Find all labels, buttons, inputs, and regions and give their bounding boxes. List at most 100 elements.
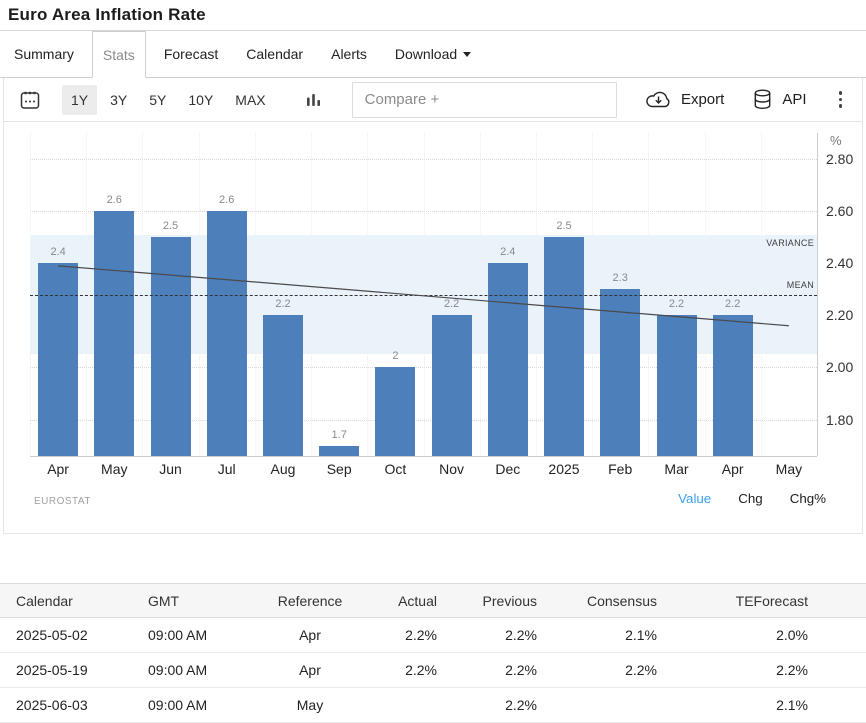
y-axis-label: 2.80 [826,151,853,167]
series-toggle-chgpct[interactable]: Chg% [790,491,826,506]
cell-teforecast: 2.0% [665,618,866,653]
cell-previous: 2.2% [445,618,545,653]
bar-jun[interactable] [151,237,191,456]
bar-oct[interactable] [375,367,415,456]
cell-actual: 2.2% [360,618,445,653]
bar-sep[interactable] [319,446,359,456]
page-title: Euro Area Inflation Rate [8,5,206,25]
compare-input[interactable] [352,82,617,118]
variance-label: VARIANCE [766,238,814,248]
x-axis-label: Jun [142,461,198,477]
column-header-calendar: Calendar [0,584,140,618]
bar-jul[interactable] [207,211,247,456]
cell-actual: 2.2% [360,653,445,688]
table-row[interactable]: 2025-05-0209:00 AMApr2.2%2.2%2.1%2.0% [0,618,866,653]
y-axis-label: 2.60 [826,203,853,219]
series-toggle-chg[interactable]: Chg [738,491,762,506]
cell-gmt: 09:00 AM [140,653,260,688]
table-row[interactable]: 2025-05-1909:00 AMApr2.2%2.2%2.2%2.2% [0,653,866,688]
toolbar-right-tools: Export API [617,87,848,112]
chart-area: % EUROSTAT ValueChgChg% 2.802.602.402.20… [4,122,862,533]
kebab-dot [839,98,843,102]
calendar-icon [18,88,42,112]
y-axis-label: 2.00 [826,359,853,375]
more-options-button[interactable] [833,87,849,112]
range-button-3y[interactable]: 3Y [101,85,136,115]
table-header-row: CalendarGMTReferenceActualPreviousConsen… [0,584,866,618]
gridline-h [30,367,817,368]
export-button[interactable]: Export [645,90,724,109]
cell-calendar: 2025-05-02 [0,618,140,653]
x-axis-label: Jul [199,461,255,477]
tab-bar: SummaryStatsForecastCalendarAlertsDownlo… [0,31,866,78]
range-group: 1Y3Y5Y10YMAX [62,85,279,115]
chart-source-link[interactable]: EUROSTAT [34,496,91,507]
range-button-1y[interactable]: 1Y [62,85,97,115]
x-axis-label: May [761,461,817,477]
bar-aug[interactable] [263,315,303,456]
bar-apr[interactable] [713,315,753,456]
range-button-5y[interactable]: 5Y [140,85,175,115]
cell-reference: Apr [260,653,360,688]
cell-reference: May [260,688,360,723]
bar-value-label: 2.3 [592,272,648,284]
page-title-bar: Euro Area Inflation Rate [0,0,866,31]
bar-feb[interactable] [600,289,640,456]
chart-toolbar: 1Y3Y5Y10YMAX Export [4,78,862,122]
x-axis-label: Sep [311,461,367,477]
tab-forecast[interactable]: Forecast [154,31,228,77]
bar-value-label: 2.4 [30,246,86,258]
x-axis-label: Apr [705,461,761,477]
y-axis-line [817,133,818,456]
x-axis-label: Feb [592,461,648,477]
bar-nov[interactable] [432,315,472,456]
column-header-consensus: Consensus [545,584,665,618]
tab-download[interactable]: Download [385,31,481,77]
bar-value-label: 2.2 [648,298,704,310]
cell-gmt: 09:00 AM [140,618,260,653]
bar-chart-icon[interactable] [305,91,322,108]
bar-value-label: 2.2 [705,298,761,310]
range-button-10y[interactable]: 10Y [179,85,222,115]
range-button-max[interactable]: MAX [226,85,274,115]
x-axis-label: Mar [648,461,704,477]
column-header-actual: Actual [360,584,445,618]
export-label: Export [681,91,724,108]
bar-2025[interactable] [544,237,584,456]
series-toggle-value[interactable]: Value [678,491,711,506]
bar-value-label: 2.6 [199,194,255,206]
cell-teforecast: 2.1% [665,688,866,723]
cell-actual [360,688,445,723]
bar-value-label: 2.5 [536,220,592,232]
cell-previous: 2.2% [445,653,545,688]
x-axis-label: Nov [424,461,480,477]
database-icon [752,88,773,111]
cell-consensus: 2.1% [545,618,665,653]
bar-mar[interactable] [657,315,697,456]
x-axis-line [30,456,817,457]
cell-reference: Apr [260,618,360,653]
x-axis-label: Apr [30,461,86,477]
tab-summary[interactable]: Summary [4,31,84,77]
x-axis-label: May [86,461,142,477]
tab-stats[interactable]: Stats [92,31,146,78]
tab-alerts[interactable]: Alerts [321,31,377,77]
bar-apr[interactable] [38,263,78,456]
y-axis-label: 2.40 [826,255,853,271]
cell-calendar: 2025-06-03 [0,688,140,723]
bar-value-label: 1.7 [311,429,367,441]
column-header-gmt: GMT [140,584,260,618]
x-axis-label: 2025 [536,461,592,477]
bar-value-label: 2.5 [142,220,198,232]
bar-value-label: 2.6 [86,194,142,206]
tab-calendar[interactable]: Calendar [236,31,313,77]
table-row[interactable]: 2025-06-0309:00 AMMay2.2%2.1% [0,688,866,723]
bar-dec[interactable] [488,263,528,456]
content-gap [0,534,866,583]
kebab-dot [839,91,843,95]
calendar-button[interactable] [18,88,42,112]
caret-down-icon [463,52,471,57]
y-axis-unit: % [830,133,842,148]
bar-may[interactable] [94,211,134,456]
api-button[interactable]: API [752,88,806,111]
